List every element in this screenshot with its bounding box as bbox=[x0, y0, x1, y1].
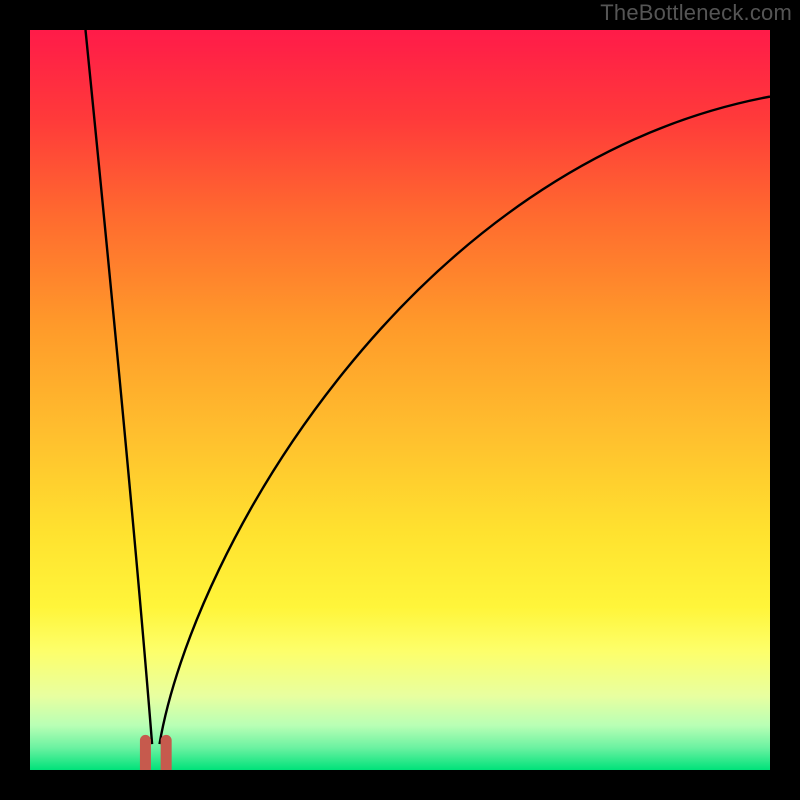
gradient-background bbox=[30, 30, 770, 770]
chart-container: TheBottleneck.com bbox=[0, 0, 800, 800]
chart-svg bbox=[0, 0, 800, 800]
watermark-text: TheBottleneck.com bbox=[600, 0, 792, 26]
